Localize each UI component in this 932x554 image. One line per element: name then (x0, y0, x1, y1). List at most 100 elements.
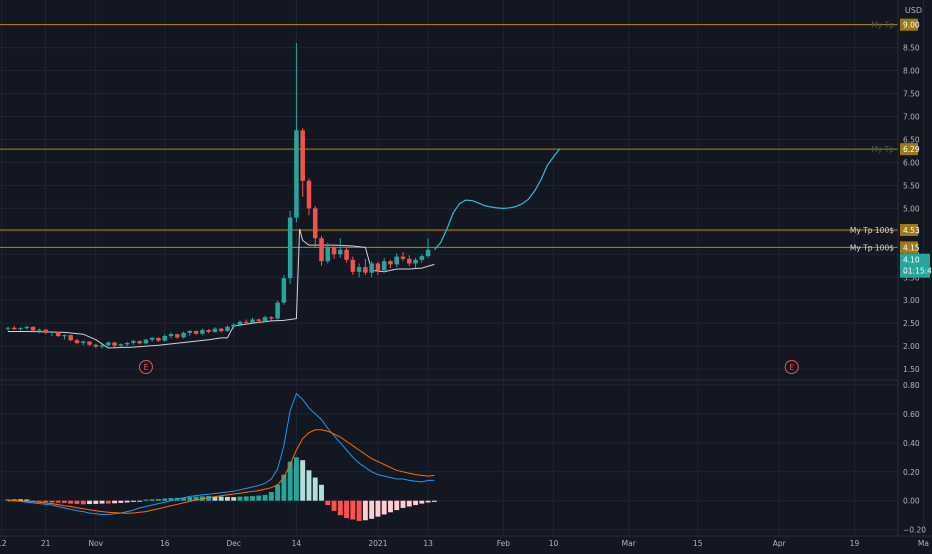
earnings-marker-label: E (144, 363, 149, 372)
date-tick-label: Apr (773, 539, 787, 548)
price-tick-label: 6.00 (903, 158, 920, 167)
macd-tick-label: 0.80 (903, 381, 920, 390)
macd-histogram-bar (74, 500, 80, 504)
macd-histogram-bar (156, 498, 161, 501)
candle (225, 326, 230, 331)
candle (118, 344, 124, 346)
last-price-label: 4.10 (903, 256, 920, 265)
date-tick-label: 14 (292, 539, 302, 548)
candle (206, 330, 211, 332)
price-tick-label: 5.50 (903, 181, 920, 190)
date-tick-label: 15 (693, 539, 703, 548)
macd-histogram-bar (137, 500, 143, 502)
candle (106, 342, 111, 346)
candle (369, 263, 374, 273)
macd-histogram-bar (143, 499, 149, 501)
level-price-badge-label: 9.00 (903, 21, 920, 30)
macd-histogram-bar (93, 500, 99, 504)
price-tick-label: 7.50 (903, 90, 920, 99)
macd-histogram-bar (181, 497, 187, 501)
macd-histogram-bar (431, 500, 437, 502)
price-tick-label: 3.50 (903, 273, 920, 282)
candle (131, 341, 136, 343)
macd-histogram-bar (225, 496, 230, 501)
macd-histogram-bar (212, 496, 218, 501)
date-tick-label: 16 (160, 539, 170, 548)
macd-histogram-bar (187, 497, 193, 501)
macd-histogram-bar (362, 500, 368, 521)
candle (162, 336, 168, 341)
macd-histogram-bar (87, 500, 92, 505)
candle (62, 335, 67, 337)
candle (143, 339, 149, 344)
horizontal-levels[interactable]: My Tp My Tp My Tp 100$ My Tp 100$ (0, 21, 898, 253)
candle (5, 327, 11, 329)
grid (0, 0, 924, 536)
macd-histogram-bar (337, 500, 343, 516)
macd-histogram-bar (319, 484, 324, 501)
price-tick-label: 8.50 (903, 44, 920, 53)
candle (231, 324, 236, 327)
candle (168, 334, 174, 337)
macd-histogram-bar (268, 492, 274, 501)
candle (294, 130, 299, 218)
date-tick-label: Ma (918, 539, 929, 548)
macd-histogram-bar (243, 496, 249, 501)
level-price-badge-label: 4.53 (903, 226, 920, 235)
candle (37, 329, 42, 331)
macd-histogram-bar (112, 500, 118, 504)
candle (218, 328, 224, 331)
date-tick-label: Dec (226, 539, 241, 548)
level-label: My Tp 100$ (850, 243, 894, 252)
candles-layer (5, 43, 431, 349)
macd-histogram-bar (130, 500, 136, 502)
earnings-marker-label: E (789, 363, 794, 372)
macd-histogram-bar (262, 494, 268, 501)
macd-histogram-bar (24, 499, 30, 501)
candle (55, 331, 61, 337)
candle (74, 340, 80, 343)
candle (269, 317, 274, 319)
level-label: My Tp 100$ (850, 226, 894, 235)
candle (93, 344, 99, 347)
candle (331, 247, 337, 255)
candle (287, 217, 293, 279)
macd-histogram-bar (388, 500, 393, 513)
candle (24, 326, 30, 329)
macd-histogram-bar (231, 497, 237, 501)
macd-histogram-bar (5, 499, 11, 501)
macd-histogram-bar (256, 495, 262, 501)
macd-pane (5, 392, 437, 521)
macd-histogram-bar (281, 474, 287, 501)
macd-histogram-bar (287, 461, 293, 501)
candle (407, 258, 412, 264)
macd-histogram-bar (312, 477, 318, 501)
candle (200, 330, 205, 334)
candle (319, 238, 324, 262)
candle (112, 342, 117, 346)
level-price-badge-label: 6.29 (903, 145, 920, 154)
macd-histogram-bar (293, 457, 299, 501)
forecast-line-layer (433, 148, 561, 251)
candle (87, 341, 92, 345)
price-tick-label: 3.00 (903, 296, 920, 305)
candle (256, 319, 262, 321)
macd-tick-label: 0.20 (903, 468, 920, 477)
date-tick-label: Mar (622, 539, 637, 548)
candle (68, 335, 73, 341)
macd-histogram-bar (369, 500, 375, 519)
macd-histogram-bar (168, 498, 174, 501)
candle (338, 249, 343, 255)
candle (306, 180, 312, 209)
currency-label: USD (905, 6, 922, 15)
price-tick-label: 7.00 (903, 113, 920, 122)
macd-histogram-bar (118, 500, 124, 503)
candle (363, 267, 368, 273)
candle (344, 249, 349, 260)
macd-tick-label: 0.00 (903, 497, 920, 506)
macd-histogram-bar (218, 496, 224, 501)
